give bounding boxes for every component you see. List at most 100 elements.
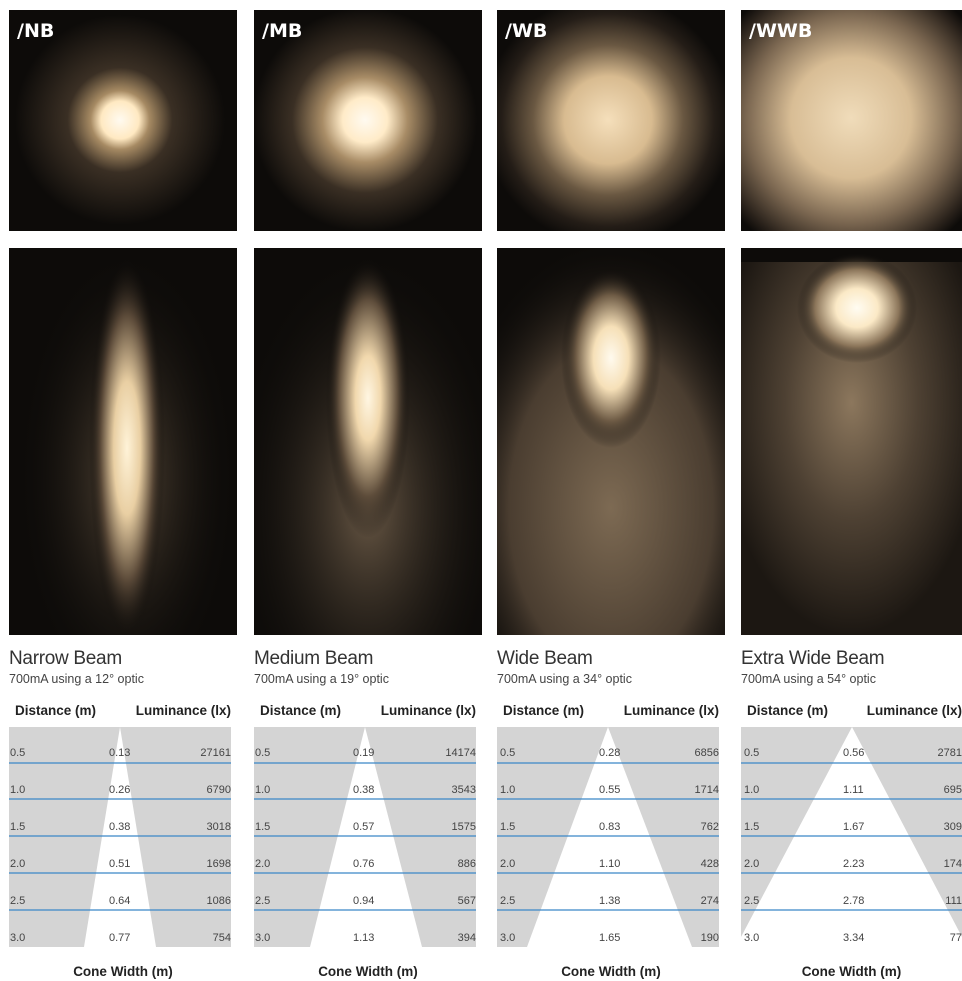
cone-shape xyxy=(84,727,156,947)
distance-cell: 1.0 xyxy=(10,784,26,796)
cone-cell: 0.77 xyxy=(109,932,131,944)
lux-cell: 6790 xyxy=(206,784,231,796)
beam-code: /WWB xyxy=(749,20,813,42)
beam-subtitle: 700mA using a 54° optic xyxy=(741,672,876,686)
distance-cell: 0.5 xyxy=(500,747,516,759)
lux-cell: 77 xyxy=(949,932,962,944)
cone-cell: 0.94 xyxy=(353,895,375,907)
cone-cell: 0.13 xyxy=(109,747,131,759)
lux-cell: 111 xyxy=(945,895,962,907)
distance-cell: 3.0 xyxy=(255,932,271,944)
distance-header: Distance (m) xyxy=(503,703,585,718)
luminance-header: Luminance (lx) xyxy=(380,703,476,718)
cone-cell: 0.76 xyxy=(353,858,375,870)
beam-subtitle: 700mA using a 12° optic xyxy=(9,672,144,686)
distance-cell: 2.5 xyxy=(500,895,516,907)
distance-cell: 2.0 xyxy=(255,858,271,870)
beam-top-view: /WB xyxy=(497,10,725,231)
distance-cell: 2.0 xyxy=(500,858,516,870)
beam-code: /NB xyxy=(17,20,55,42)
cone-shape xyxy=(310,727,422,947)
distance-cell: 1.0 xyxy=(744,784,760,796)
cone-shape xyxy=(741,727,962,947)
lux-cell: 428 xyxy=(700,858,719,870)
lux-cell: 886 xyxy=(457,858,476,870)
lux-cell: 14174 xyxy=(445,747,476,759)
lux-cell: 190 xyxy=(700,932,719,944)
cone-cell: 0.19 xyxy=(353,747,375,759)
cone-diagram xyxy=(741,727,962,947)
lux-cell: 1575 xyxy=(451,821,476,833)
beam-table: 0.5 0.56 2781 1.0 1.11 695 1.5 1.67 309 … xyxy=(741,727,962,947)
cone-cell: 0.38 xyxy=(353,784,375,796)
distance-cell: 1.0 xyxy=(500,784,516,796)
cone-cell: 2.23 xyxy=(843,858,865,870)
distance-cell: 1.0 xyxy=(255,784,271,796)
cone-diagram xyxy=(9,727,231,947)
beam-name: Wide Beam xyxy=(497,648,593,669)
lux-cell: 27161 xyxy=(200,747,231,759)
cone-cell: 0.55 xyxy=(599,784,621,796)
beam-side-view xyxy=(497,248,725,635)
distance-header: Distance (m) xyxy=(15,703,97,718)
lux-cell: 309 xyxy=(943,821,962,833)
beam-subtitle: 700mA using a 19° optic xyxy=(254,672,389,686)
distance-cell: 2.0 xyxy=(744,858,760,870)
beam-table: 0.5 0.28 6856 1.0 0.55 1714 1.5 0.83 762… xyxy=(497,727,719,947)
cone-width-label: Cone Width (m) xyxy=(801,964,902,979)
beam-top-view: /MB xyxy=(254,10,482,231)
cone-cell: 0.28 xyxy=(599,747,621,759)
beam-panel-mb: /MB Medium Beam 700mA using a 19° optic … xyxy=(254,0,482,981)
beam-side-view xyxy=(741,248,962,635)
lux-cell: 394 xyxy=(457,932,476,944)
cone-cell: 0.38 xyxy=(109,821,131,833)
cone-cell: 1.38 xyxy=(599,895,621,907)
beam-code: /MB xyxy=(262,20,303,42)
distance-cell: 0.5 xyxy=(744,747,760,759)
lux-cell: 754 xyxy=(212,932,231,944)
cone-cell: 1.10 xyxy=(599,858,621,870)
cone-cell: 0.51 xyxy=(109,858,131,870)
beam-panel-wb: /WB Wide Beam 700mA using a 34° opti xyxy=(497,0,725,981)
distance-header: Distance (m) xyxy=(747,703,829,718)
distance-cell: 2.0 xyxy=(10,858,26,870)
distance-cell: 0.5 xyxy=(10,747,26,759)
cone-cell: 0.26 xyxy=(109,784,131,796)
cone-width-label: Cone Width (m) xyxy=(318,964,418,979)
cone-cell: 0.64 xyxy=(109,895,131,907)
lux-cell: 2781 xyxy=(937,747,962,759)
beam-panel-nb: /NB Narrow Beam 700mA using a 12° optic … xyxy=(9,0,237,981)
beam-side-view xyxy=(9,248,237,635)
distance-cell: 2.5 xyxy=(255,895,271,907)
beam-name: Narrow Beam xyxy=(9,648,122,669)
distance-cell: 3.0 xyxy=(744,932,760,944)
distance-header: Distance (m) xyxy=(260,703,342,718)
distance-cell: 0.5 xyxy=(255,747,271,759)
lux-cell: 274 xyxy=(700,895,719,907)
beam-table: 0.5 0.19 14174 1.0 0.38 3543 1.5 0.57 15… xyxy=(254,727,476,947)
cone-cell: 2.78 xyxy=(843,895,865,907)
luminance-header: Luminance (lx) xyxy=(135,703,231,718)
beam-code: /WB xyxy=(505,20,548,42)
cone-cell: 3.34 xyxy=(843,932,865,944)
distance-cell: 1.5 xyxy=(500,821,516,833)
cone-cell: 0.83 xyxy=(599,821,621,833)
distance-cell: 3.0 xyxy=(10,932,26,944)
lux-cell: 3018 xyxy=(206,821,231,833)
cone-shape xyxy=(527,727,692,947)
lux-cell: 1086 xyxy=(206,895,231,907)
cone-cell: 1.13 xyxy=(353,932,375,944)
luminance-header: Luminance (lx) xyxy=(866,703,962,718)
distance-cell: 3.0 xyxy=(500,932,516,944)
luminance-header: Luminance (lx) xyxy=(623,703,719,718)
cone-width-label: Cone Width (m) xyxy=(561,964,661,979)
lux-cell: 174 xyxy=(943,858,962,870)
cone-diagram xyxy=(254,727,476,947)
beam-name: Extra Wide Beam xyxy=(741,648,885,669)
cone-cell: 1.11 xyxy=(843,784,864,796)
beam-panel-wwb: /WWB Extra Wide Beam 700mA us xyxy=(741,0,962,981)
cone-cell: 1.65 xyxy=(599,932,621,944)
beam-name: Medium Beam xyxy=(254,648,374,669)
lux-cell: 1714 xyxy=(694,784,719,796)
distance-cell: 1.5 xyxy=(10,821,26,833)
